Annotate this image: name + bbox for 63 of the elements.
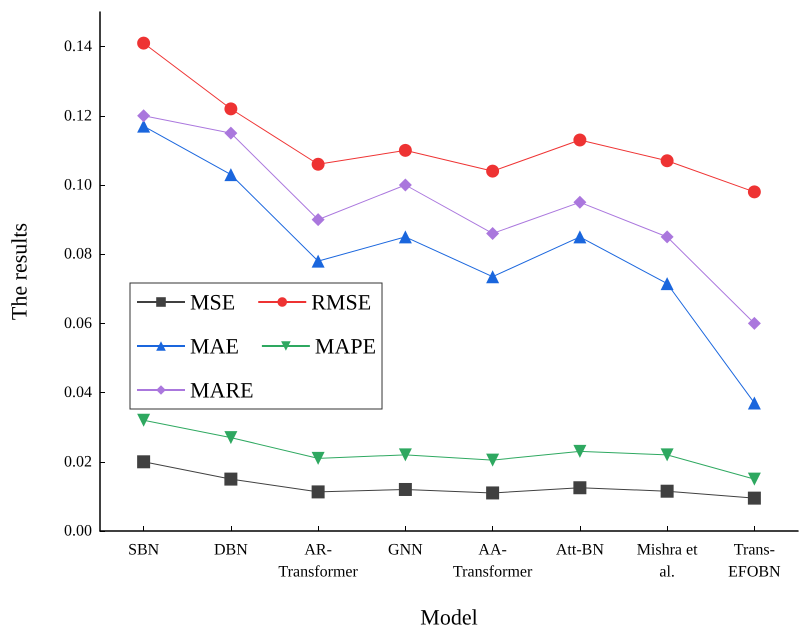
legend-label: MSE [190, 290, 236, 314]
point [224, 126, 238, 140]
point [748, 396, 761, 410]
point [573, 444, 586, 458]
x-tick-label: AR- Transformer [278, 542, 358, 580]
legend-label: MAPE [314, 334, 376, 358]
point [486, 454, 500, 467]
point [312, 452, 325, 465]
point [137, 120, 150, 133]
x-tick-label: Att-BN [556, 542, 604, 558]
y-axis-title: The results [6, 222, 32, 320]
point [398, 448, 412, 462]
point [137, 36, 150, 50]
x-tick-label: SBN [128, 542, 160, 558]
point [573, 230, 586, 244]
y-tick-label: 0.14 [64, 38, 92, 56]
y-tick-label: 0.02 [64, 453, 92, 470]
point [224, 102, 238, 116]
legend-label: MARE [190, 378, 254, 402]
x-tick-label: Trans- EFOBN [728, 542, 782, 580]
point [398, 482, 412, 496]
point [312, 213, 325, 226]
point [312, 158, 325, 171]
y-tick-label: 0.08 [64, 246, 92, 263]
point [573, 134, 586, 147]
point [312, 485, 325, 498]
point [748, 492, 761, 505]
y-tick-label: 0.00 [64, 522, 92, 540]
legend-label: RMSE [311, 290, 372, 314]
x-tick-label: DBN [214, 542, 248, 558]
point [486, 270, 500, 284]
legend-label: MAE [190, 334, 239, 358]
point [224, 168, 238, 182]
point [660, 448, 674, 462]
x-tick-label: AA- Transformer [452, 542, 533, 580]
y-tick-label: 0.12 [64, 107, 92, 124]
point [748, 472, 761, 486]
x-tick-label: GNN [388, 542, 424, 558]
point [486, 486, 500, 500]
point [137, 414, 150, 427]
x-axis-title: Model [420, 604, 478, 630]
y-tick-label: 0.06 [64, 314, 92, 332]
y-tick-label: 0.04 [64, 384, 92, 402]
x-tick-label: Mishra et al. [636, 542, 698, 580]
point [748, 185, 761, 198]
point [224, 472, 238, 486]
point [486, 164, 500, 178]
y-tick-label: 0.10 [64, 176, 92, 194]
point [398, 144, 412, 157]
point [748, 316, 761, 330]
point [398, 230, 412, 244]
point [660, 277, 674, 290]
point [660, 154, 674, 168]
point [486, 226, 500, 240]
point [137, 109, 150, 122]
point [224, 431, 238, 444]
point [312, 254, 325, 268]
point [660, 230, 674, 244]
point [137, 455, 150, 468]
point [573, 481, 586, 494]
point [398, 178, 412, 192]
point [573, 196, 586, 209]
point [660, 484, 674, 498]
